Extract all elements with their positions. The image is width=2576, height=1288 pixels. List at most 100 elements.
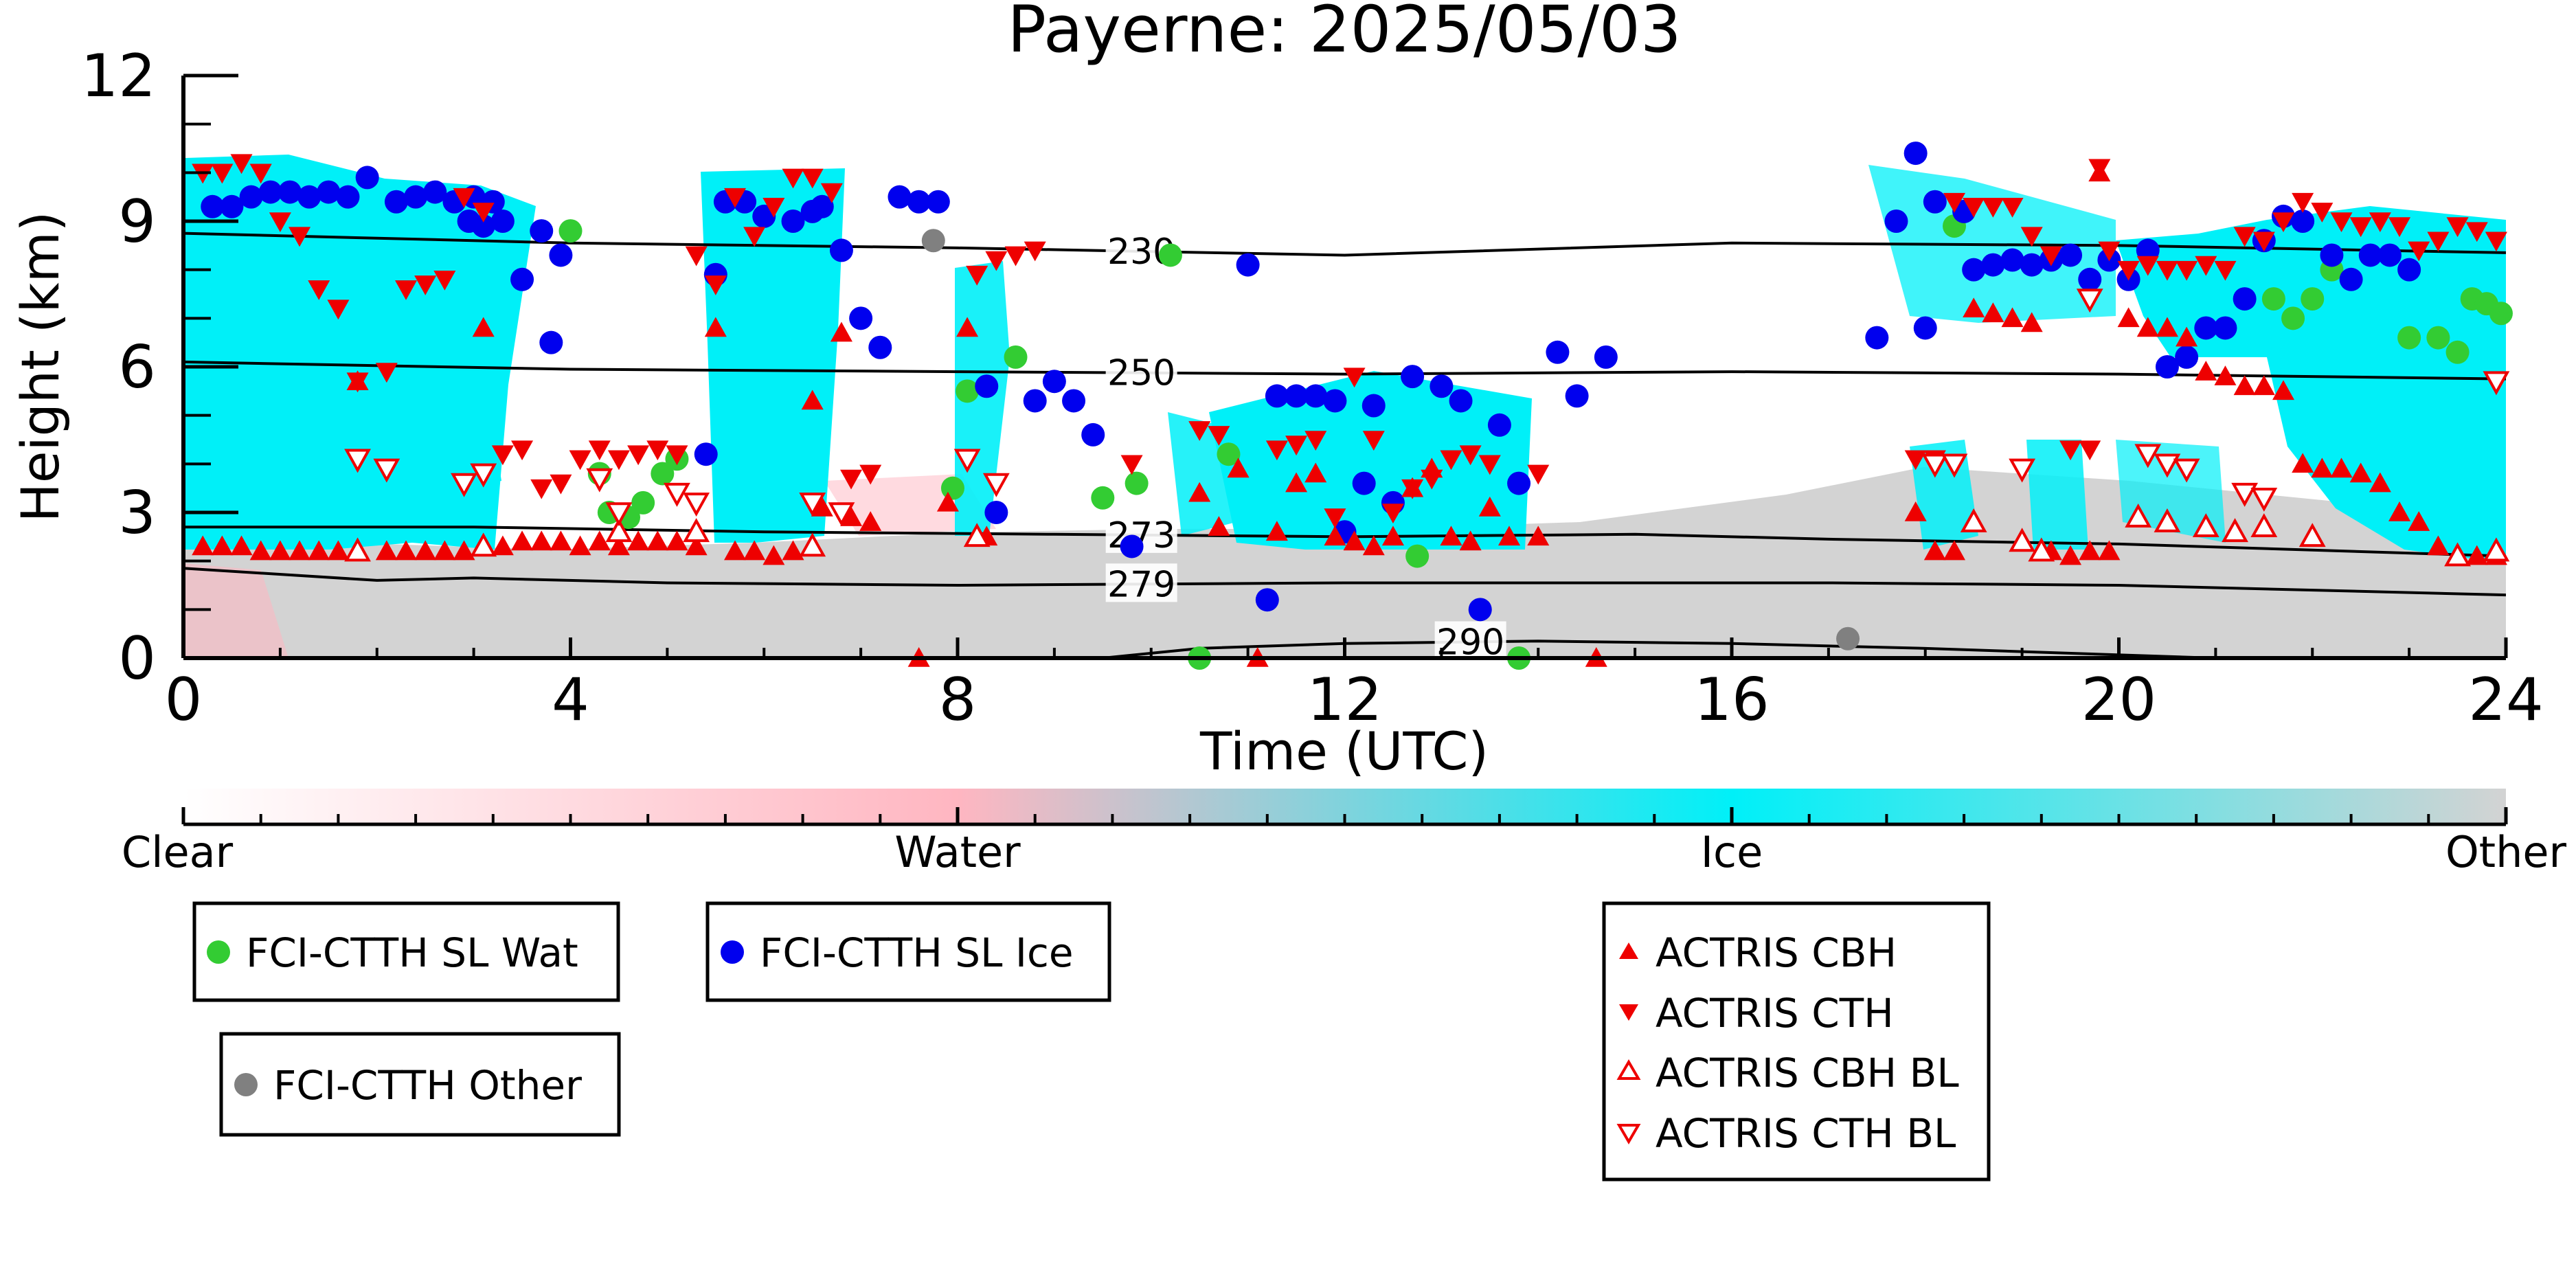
point-actris-cbh (433, 540, 456, 561)
point-actris-cbh (308, 540, 330, 561)
point-fci-ctth-sl-ice (1962, 258, 1986, 282)
point-actris-cth (685, 246, 708, 267)
point-fci-ctth-sl-ice (2213, 316, 2237, 340)
point-actris-cth (1004, 246, 1027, 267)
point-actris-cbh (530, 530, 553, 551)
x-tick-label: 8 (939, 666, 977, 734)
x-tick-label: 12 (1307, 666, 1382, 734)
point-fci-ctth-sl-ice (2175, 345, 2199, 369)
point-fci-ctth-sl-ice (1255, 588, 1279, 612)
point-actris-cbh (472, 317, 495, 337)
point-actris-cbh (704, 317, 727, 337)
point-actris-cbh (1982, 302, 2004, 323)
point-fci-ctth-sl-ice (2194, 316, 2218, 340)
point-actris-cbh (811, 496, 833, 517)
point-fci-ctth-sl-ice (1236, 253, 1260, 277)
point-actris-cbh (249, 540, 272, 561)
legend-wat-label: FCI-CTTH SL Wat (246, 929, 578, 976)
point-fci-ctth-sl-ice (829, 238, 853, 262)
point-actris-cbh-bl (2444, 542, 2471, 567)
point-actris-cbh (1498, 526, 1520, 546)
contour-line-230 (183, 231, 2507, 257)
point-actris-cth (2156, 260, 2178, 281)
point-actris-cbh-bl (963, 523, 991, 547)
point-actris-cth (2195, 256, 2217, 276)
point-actris-cbh (1343, 530, 1366, 551)
point-actris-cth (985, 251, 1008, 271)
point-fci-ctth-sl-ice (239, 185, 263, 209)
point-actris-cth-bl (799, 493, 826, 517)
point-actris-cbh-bl (2125, 503, 2152, 528)
point-actris-cbh (289, 540, 311, 561)
point-actris-cbh-bl (2154, 508, 2181, 532)
contour-label-bg (1434, 621, 1506, 660)
point-actris-cth (2465, 222, 2488, 242)
point-actris-cth-bl (586, 468, 613, 493)
point-actris-cth (1304, 431, 1327, 451)
point-actris-cth (375, 363, 398, 383)
point-actris-cth-bl (2173, 458, 2200, 483)
point-actris-cbh (2408, 511, 2430, 531)
point-actris-cth (2176, 260, 2198, 281)
point-fci-ctth-sl-ice (868, 335, 892, 359)
contour-label-bg (1105, 352, 1177, 391)
point-actris-cbh (2330, 457, 2353, 478)
point-actris-cth (269, 212, 291, 232)
point-actris-cbh (2292, 453, 2314, 473)
point-fci-ctth-sl-ice (2339, 267, 2363, 291)
point-actris-cbh (269, 540, 291, 561)
point-actris-cth-bl (953, 449, 981, 473)
cloud-field (183, 155, 2506, 658)
point-fci-ctth-sl-ice (1352, 471, 1376, 495)
ice-field-region-8 (1910, 440, 1978, 550)
point-actris-cbh (762, 545, 785, 565)
ice-field-region-9 (2026, 440, 2088, 550)
point-actris-cbh (782, 540, 804, 561)
point-actris-cth (1265, 440, 1288, 461)
point-actris-cth (2349, 217, 2372, 238)
point-fci-ctth-sl-wat (2445, 340, 2470, 364)
point-actris-cth (820, 183, 843, 203)
point-actris-cth (1343, 368, 1366, 388)
point-actris-cbh (743, 540, 766, 561)
point-fci-ctth-sl-wat (1004, 345, 1028, 369)
point-fci-ctth-sl-ice (1023, 389, 1047, 413)
point-actris-cth (666, 445, 688, 466)
point-fci-ctth-sl-ice (423, 180, 447, 204)
point-actris-cth (491, 445, 514, 466)
point-fci-ctth-sl-ice (1449, 389, 1473, 413)
colorbar-label-ice: Ice (1701, 827, 1763, 877)
point-actris-cbh (1478, 496, 1501, 517)
point-actris-cth-bl (2250, 488, 2278, 512)
point-fci-ctth-sl-ice (1285, 384, 1309, 408)
point-actris-cth (230, 154, 253, 174)
ice-field-region-3 (701, 168, 845, 543)
point-actris-cth (1362, 431, 1385, 451)
point-fci-ctth-sl-wat (940, 476, 964, 500)
point-fci-ctth-sl-wat (2301, 287, 2325, 311)
point-actris-cbh (550, 530, 572, 551)
point-actris-cbh (1227, 457, 1250, 478)
point-actris-cbh (1904, 501, 1927, 521)
point-actris-cbh (327, 540, 350, 561)
point-fci-ctth-sl-wat (1091, 486, 1115, 510)
point-actris-cbh-bl (2298, 523, 2326, 547)
point-actris-cbh (666, 530, 688, 551)
point-fci-ctth-sl-wat (2489, 302, 2513, 326)
point-actris-cbh (511, 530, 534, 551)
x-tick-label: 4 (552, 666, 589, 734)
ice-field-region-6 (1209, 371, 1532, 550)
point-actris-cbh (2272, 380, 2294, 400)
y-tick-label: 6 (118, 333, 156, 402)
point-fci-ctth-sl-wat (956, 379, 980, 403)
point-actris-cbh-bl (683, 518, 710, 543)
point-actris-cbh-bl (799, 532, 826, 557)
point-actris-cth (2059, 440, 2082, 461)
point-actris-cth (472, 203, 495, 223)
point-fci-ctth-sl-ice (549, 243, 573, 267)
point-actris-cth (840, 469, 863, 490)
point-fci-ctth-sl-ice (336, 185, 360, 209)
point-actris-cth (249, 163, 272, 184)
x-tick-label: 0 (165, 666, 203, 734)
